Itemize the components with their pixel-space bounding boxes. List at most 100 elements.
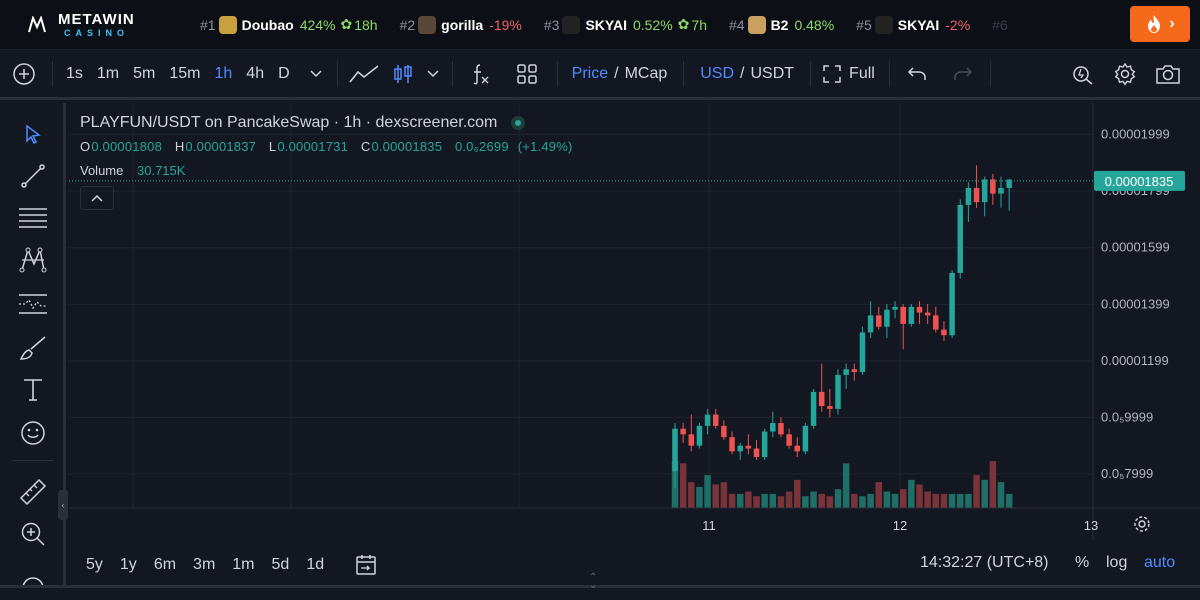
line-chart-button[interactable] [346, 58, 382, 90]
candles [672, 165, 1012, 489]
token-name: SKYAI [585, 16, 627, 33]
time-tick-label: 12 [893, 518, 907, 533]
zoom-in-icon [21, 522, 45, 546]
panel-resize-bar[interactable] [0, 585, 1200, 600]
ticker-item[interactable]: #1 Doubao 424% ✿ 18h [200, 15, 378, 34]
candles-button[interactable] [388, 58, 418, 90]
zoom-tool-button[interactable] [16, 517, 50, 551]
collapse-sidebar-button[interactable]: ‹ [58, 490, 68, 520]
volume-bar [736, 493, 744, 508]
currency-toggle[interactable]: USD / USDT [700, 58, 794, 90]
ticker-item[interactable]: #5 SKYAI -2% [856, 15, 970, 34]
price-tick-label: 0.00001199 [1101, 353, 1169, 368]
candle [843, 363, 849, 390]
interval-15m[interactable]: 15m [169, 64, 201, 82]
candle [672, 423, 678, 489]
ticker-item[interactable]: #2 gorilla -19% [400, 15, 522, 34]
volume-bar [875, 482, 882, 508]
ohlc-values: O0.00001808 H0.00001837 L0.00001731 C0.0… [80, 139, 573, 154]
range-1d[interactable]: 1d [306, 556, 325, 573]
chevron-right-icon: › [1169, 15, 1175, 32]
redo-button[interactable] [950, 58, 976, 90]
add-indicator-button[interactable] [10, 58, 38, 90]
volume-bar [940, 493, 948, 508]
usd-option[interactable]: USD [700, 64, 735, 82]
clock-timezone[interactable]: 14:32:27 (UTC+8) [920, 554, 1049, 571]
token-icon [218, 15, 237, 34]
undo-button[interactable] [904, 58, 930, 90]
chart-type-dropdown-button[interactable] [422, 58, 444, 90]
pattern-tool-button[interactable] [16, 243, 50, 277]
range-5d[interactable]: 5d [271, 556, 290, 573]
resize-grip-icon[interactable]: ⌃ ⌄ [589, 572, 598, 591]
hot-pairs-button[interactable]: › [1130, 6, 1190, 42]
candle [713, 408, 719, 429]
token-change: 0.52% [632, 16, 673, 33]
interval-1m[interactable]: 1m [96, 64, 120, 82]
axis-settings-icon[interactable] [1134, 516, 1150, 532]
brush-tool-button[interactable] [16, 331, 50, 365]
volume-bar [924, 491, 931, 508]
price-option[interactable]: Price [571, 64, 609, 82]
ticker-rank: #1 [200, 16, 216, 33]
interval-dropdown-button[interactable] [303, 58, 329, 90]
text-tool-button[interactable] [16, 373, 50, 407]
interval-4h[interactable]: 4h [246, 64, 265, 82]
price-chart[interactable]: 0.000019990.000017990.000015990.00001399… [69, 103, 1200, 540]
interval-1h[interactable]: 1h [214, 64, 233, 82]
fib-tool-button[interactable] [16, 201, 50, 235]
range-1y[interactable]: 1y [119, 556, 137, 573]
quick-search-button[interactable] [1069, 58, 1097, 90]
ticker-rank: #3 [543, 16, 560, 33]
volume-bar [965, 493, 972, 508]
metawin-logo[interactable]: METAWIN CASINO [28, 12, 178, 38]
interval-D[interactable]: D [278, 64, 290, 82]
auto-scale-button[interactable]: auto [1144, 554, 1176, 571]
toolbar-separator [451, 60, 453, 87]
prediction-tool-button[interactable] [16, 287, 50, 321]
ticker-item[interactable]: #3 SKYAI 0.52% ✿ 7h [543, 15, 707, 34]
token-change: -19% [489, 16, 522, 33]
range-6m[interactable]: 6m [153, 556, 177, 573]
settings-button[interactable] [1111, 58, 1139, 90]
mcap-option[interactable]: MCap [624, 64, 668, 82]
candle [981, 176, 988, 217]
token-name: SKYAI [897, 16, 940, 33]
fullscreen-button[interactable]: Full [823, 58, 875, 90]
usdt-option[interactable]: USDT [750, 64, 795, 82]
symbol-title[interactable]: PLAYFUN/USDT on PancakeSwap · 1h · dexsc… [80, 114, 498, 131]
volume-bar [745, 491, 752, 508]
change-percent: (+1.49%) [517, 139, 573, 154]
pattern-icon [19, 247, 47, 273]
candle [835, 369, 841, 415]
range-5y[interactable]: 5y [86, 556, 103, 573]
range-3m[interactable]: 3m [193, 556, 216, 573]
cursor-tool-button[interactable] [16, 117, 50, 151]
candles-icon [393, 64, 412, 83]
fib-lines-icon [19, 208, 47, 228]
metawin-mark-icon [28, 15, 46, 32]
interval-1s[interactable]: 1s [66, 64, 83, 82]
toolbar-separator [989, 60, 991, 87]
range-bar: 5y 1y 6m 3m 1m 5d 1d [69, 545, 1200, 585]
change-value: 0.0₆2699 [454, 139, 509, 154]
screenshot-button[interactable] [1153, 58, 1183, 90]
volume-bar [688, 482, 695, 508]
emoji-tool-button[interactable] [16, 416, 50, 450]
layout-button[interactable] [507, 58, 547, 90]
chevron-up-icon [91, 194, 103, 202]
percent-scale-button[interactable]: % [1075, 554, 1090, 571]
range-1m[interactable]: 1m [232, 556, 255, 573]
legend-collapse-button[interactable] [80, 186, 114, 210]
price-mcap-toggle[interactable]: Price / MCap [572, 58, 668, 90]
log-scale-button[interactable]: log [1106, 554, 1128, 571]
ticker-item[interactable]: #4 B2 0.48% [729, 15, 834, 34]
indicators-button[interactable] [461, 58, 501, 90]
chart-grid [69, 103, 1093, 508]
interval-5m[interactable]: 5m [133, 64, 156, 82]
candle [802, 423, 809, 455]
trendline-tool-button[interactable] [16, 159, 50, 193]
date-range-button[interactable] [352, 549, 380, 581]
volume-bar [973, 475, 980, 508]
ruler-tool-button[interactable] [16, 475, 50, 509]
